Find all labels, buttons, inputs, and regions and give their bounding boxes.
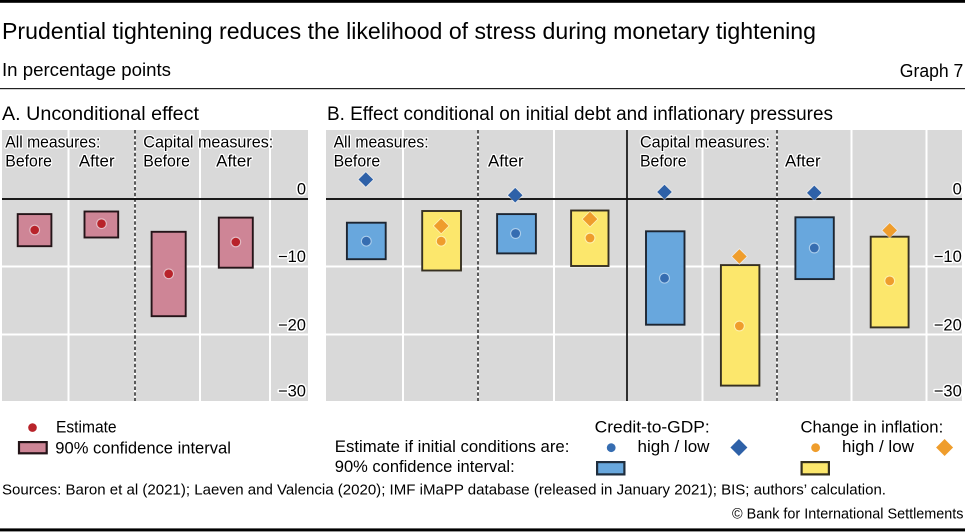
svg-text:All measures:: All measures: [334,134,429,152]
svg-text:Graph 7: Graph 7 [900,61,964,81]
svg-text:A. Unconditional effect: A. Unconditional effect [2,104,200,125]
svg-text:Prudential tightening reduces: Prudential tightening reduces the likeli… [2,18,816,44]
svg-text:After: After [785,152,821,170]
svg-text:Capital measures:: Capital measures: [640,134,770,152]
svg-text:Change in inflation:: Change in inflation: [801,418,944,436]
svg-text:0: 0 [297,181,306,199]
svg-text:© Bank for International Settl: © Bank for International Settlements [732,505,964,522]
svg-text:Credit-to-GDP:: Credit-to-GDP: [595,418,710,436]
svg-text:90% confidence interval:: 90% confidence interval: [335,458,515,476]
svg-text:After: After [488,152,524,170]
svg-text:Sources: Baron et al (2021); L: Sources: Baron et al (2021); Laeven and … [2,482,886,499]
svg-text:−30: −30 [934,383,962,401]
svg-text:−30: −30 [278,383,306,401]
svg-text:0: 0 [953,181,962,199]
svg-text:Capital measures:: Capital measures: [143,134,273,152]
svg-text:Estimate if initial conditions: Estimate if initial conditions are: [335,438,570,456]
svg-text:After: After [216,152,252,170]
svg-text:In percentage points: In percentage points [2,60,171,80]
svg-text:After: After [79,152,115,170]
svg-text:Before: Before [640,152,687,170]
svg-text:Before: Before [5,152,52,170]
svg-text:All measures:: All measures: [5,134,100,152]
svg-text:Before: Before [334,152,381,170]
svg-text:B. Effect conditional on initi: B. Effect conditional on initial debt an… [327,104,833,125]
svg-text:−10: −10 [934,248,962,266]
svg-text:high / low: high / low [638,438,710,456]
svg-text:Estimate: Estimate [56,419,117,437]
svg-text:Before: Before [143,152,190,170]
svg-text:−20: −20 [278,316,306,334]
svg-text:−10: −10 [278,248,306,266]
svg-text:high / low: high / low [842,438,914,456]
svg-text:90% confidence interval: 90% confidence interval [55,440,231,458]
svg-text:−20: −20 [934,316,962,334]
